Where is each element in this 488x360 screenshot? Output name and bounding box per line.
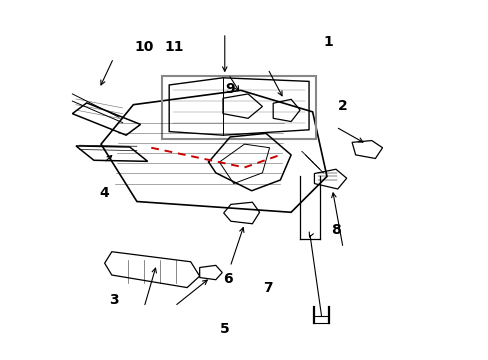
Text: 8: 8: [330, 223, 340, 237]
Text: 10: 10: [134, 40, 153, 54]
Text: 2: 2: [338, 99, 347, 113]
Text: 11: 11: [164, 40, 184, 54]
Text: 7: 7: [263, 280, 272, 294]
Text: 4: 4: [99, 185, 108, 199]
Text: 9: 9: [225, 82, 235, 95]
Text: 3: 3: [108, 293, 118, 307]
Text: 1: 1: [323, 35, 333, 49]
Text: 6: 6: [223, 271, 233, 285]
Text: 5: 5: [220, 322, 229, 336]
Bar: [162, 76, 316, 139]
